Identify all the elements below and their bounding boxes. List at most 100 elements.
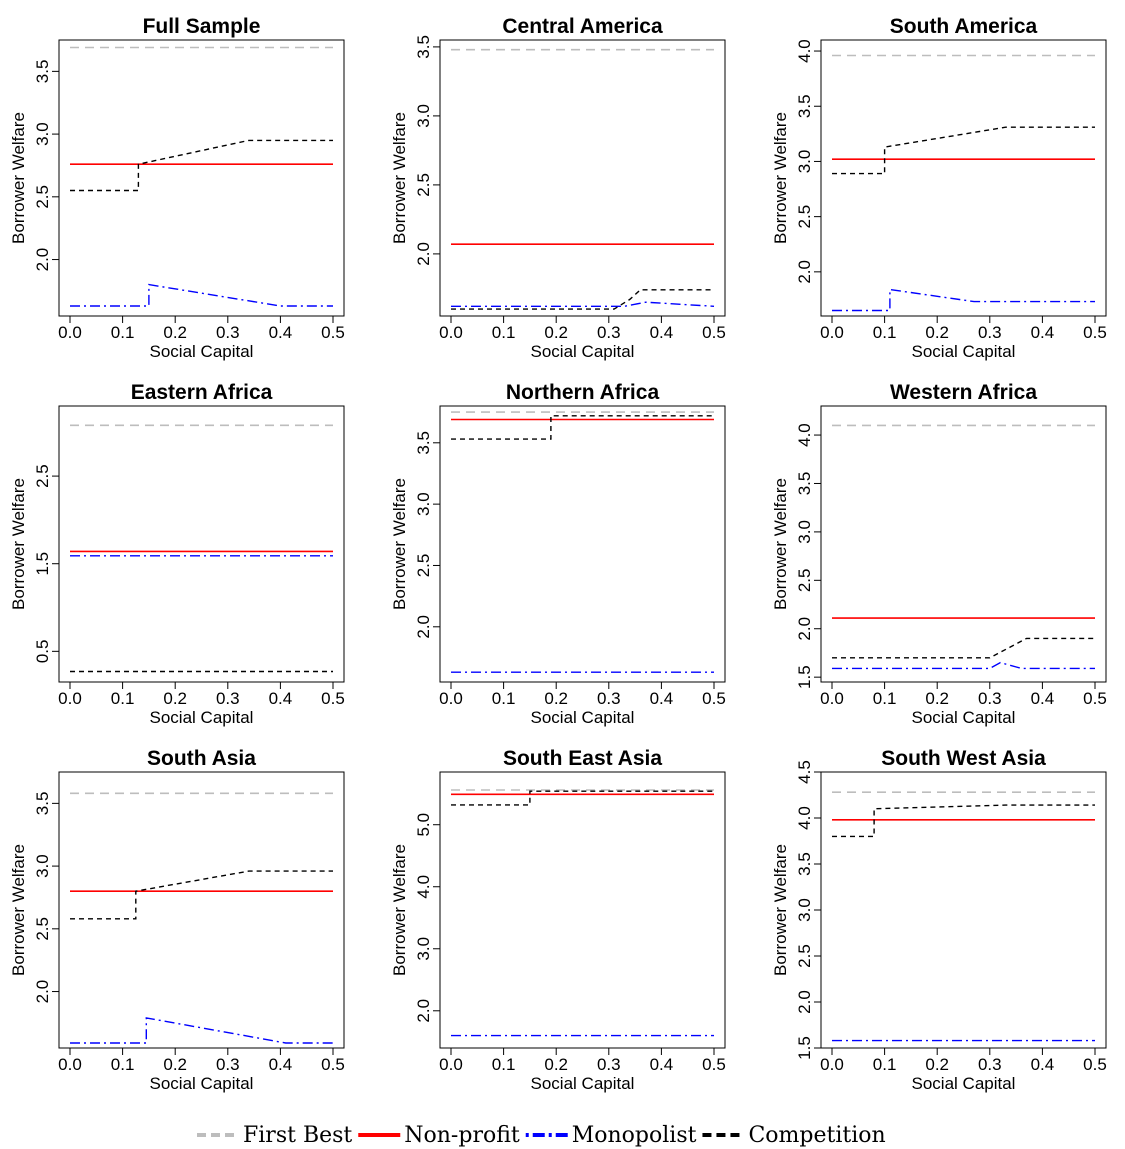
x-tick-label: 0.2 [544,1055,568,1074]
y-tick-label: 2.5 [414,173,433,197]
x-axis: 0.0 0.1 0.2 0.3 0.4 0.5 Social Capital [439,682,726,727]
x-tick-label: 0.3 [978,689,1002,708]
plot-frame [58,771,345,1049]
x-tick-label: 0.4 [650,1055,674,1074]
x-axis-label: Social Capital [912,708,1016,727]
x-tick-label: 0.4 [1031,323,1055,342]
y-tick-label: 3.5 [414,431,433,455]
legend-item-monopolist: Monopolist [525,1123,697,1148]
x-axis: 0.0 0.1 0.2 0.3 0.4 0.5 Social Capital [820,1048,1107,1093]
x-axis: 0.0 0.1 0.2 0.3 0.4 0.5 Social Capital [58,316,345,361]
y-axis: 1.5 2.0 2.5 3.0 3.5 4.0 4.5 Borrower Welfare [771,760,821,1060]
series-monopolist [451,301,715,307]
x-tick-label: 0.5 [702,689,726,708]
y-tick-label: 2.0 [33,980,52,1004]
x-tick-label: 0.2 [925,1055,949,1074]
legend-label: Monopolist [572,1123,697,1148]
plot-frame [439,39,726,317]
x-tick-label: 0.1 [111,323,135,342]
panel-eastern-africa: Eastern Africa 0.0 0.1 0.2 0.3 0.4 0.5 Social C… [9,381,345,727]
x-tick-label: 0.1 [111,1055,135,1074]
x-tick-label: 0.3 [978,1055,1002,1074]
y-tick-label: 3.0 [414,937,433,961]
series-competition [832,126,1095,175]
x-tick-label: 0.0 [439,689,463,708]
panel-title: Central America [502,15,663,38]
y-tick-label: 3.5 [795,852,814,876]
series-competition [451,289,714,310]
panel-title: Eastern Africa [131,381,273,404]
series-monopolist [70,283,333,307]
x-tick-label: 0.1 [111,689,135,708]
x-tick-label: 0.2 [163,323,187,342]
x-tick-label: 0.3 [216,689,240,708]
series-lines [832,424,1095,670]
x-tick-label: 0.4 [269,1055,293,1074]
x-tick-label: 0.4 [1031,689,1055,708]
y-tick-label: 2.5 [33,185,52,209]
x-tick-label: 0.2 [163,689,187,708]
y-tick-label: 4.0 [795,423,814,447]
panel-title: Western Africa [890,381,1037,404]
y-tick-label: 2.0 [414,999,433,1023]
x-tick-label: 0.1 [492,323,516,342]
y-axis-label: Borrower Welfare [390,844,409,976]
x-tick-label: 0.5 [321,323,345,342]
y-axis-label: Borrower Welfare [390,112,409,244]
y-axis-label: Borrower Welfare [9,478,28,610]
y-axis: 0.5 1.5 2.5 Borrower Welfare [9,464,59,663]
x-axis: 0.0 0.1 0.2 0.3 0.4 0.5 Social Capital [58,1048,345,1093]
series-lines [451,48,715,310]
y-tick-label: 5.0 [414,813,433,837]
series-lines [832,791,1095,1042]
panel-central-america: Central America 0.0 0.1 0.2 0.3 0.4 0.5 Social … [390,15,726,361]
y-axis: 2.0 2.5 3.0 3.5 Borrower Welfare [9,60,59,272]
x-tick-label: 0.4 [650,323,674,342]
series-lines [451,789,714,1037]
x-tick-label: 0.4 [269,689,293,708]
y-tick-label: 2.5 [33,917,52,941]
x-tick-label: 0.3 [597,689,621,708]
series-competition [70,870,333,920]
plot-frame [820,39,1107,317]
x-tick-label: 0.2 [925,323,949,342]
legend-item-first-best: First Best [197,1123,352,1148]
series-monopolist [70,1017,333,1044]
legend-item-competition: Competition [702,1123,886,1148]
y-tick-label: 2.0 [33,248,52,272]
x-tick-label: 0.3 [216,323,240,342]
plot-frame [439,405,726,683]
y-tick-label: 3.0 [33,854,52,878]
plot-frame [439,771,726,1049]
x-axis-label: Social Capital [150,1074,254,1093]
x-tick-label: 0.0 [58,689,82,708]
series-lines [70,792,333,1044]
x-tick-label: 0.5 [1083,689,1107,708]
x-tick-label: 0.2 [925,689,949,708]
y-tick-label: 1.5 [795,665,814,689]
x-tick-label: 0.5 [1083,1055,1107,1074]
plot-frame [820,405,1107,683]
x-tick-label: 0.5 [702,323,726,342]
legend-label: Non-profit [404,1123,520,1148]
x-tick-label: 0.5 [1083,323,1107,342]
plot-frame [58,405,345,683]
y-axis-label: Borrower Welfare [771,478,790,610]
x-tick-label: 0.5 [321,1055,345,1074]
x-axis-label: Social Capital [531,1074,635,1093]
y-tick-label: 4.0 [414,875,433,899]
series-lines [451,411,714,673]
panel-title: South East Asia [503,747,662,770]
x-tick-label: 0.1 [873,1055,897,1074]
series-lines [70,424,333,673]
y-axis: 2.0 3.0 4.0 5.0 Borrower Welfare [390,813,440,1023]
panel-full-sample: Full Sample 0.0 0.1 0.2 0.3 0.4 0.5 Social Capi… [9,15,345,361]
panel-title: Full Sample [143,15,261,38]
y-tick-label: 2.0 [795,990,814,1014]
y-axis-label: Borrower Welfare [390,478,409,610]
series-monopolist [832,288,1095,312]
x-tick-label: 0.1 [492,1055,516,1074]
y-axis: 2.0 2.5 3.0 3.5 4.0 Borrower Welfare [771,39,821,284]
x-axis-label: Social Capital [531,708,635,727]
x-tick-label: 0.0 [439,323,463,342]
